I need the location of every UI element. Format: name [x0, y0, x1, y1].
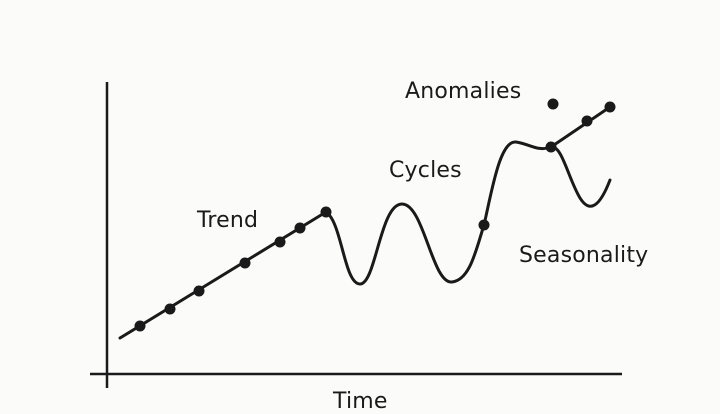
cycles-label: Cycles [389, 158, 462, 183]
trend-point [134, 320, 146, 332]
anomalies-label: Anomalies [405, 79, 522, 104]
x-axis-label: Time [333, 389, 388, 414]
trend-point [164, 303, 176, 315]
time-series-components-diagram: Anomalies Cycles Trend Seasonality Time [90, 79, 649, 414]
trend-point [193, 285, 205, 297]
trend-point [294, 222, 306, 234]
trend-point [274, 236, 286, 248]
trend-label: Trend [197, 208, 259, 233]
seasonality-wave [482, 140, 612, 227]
upper-trend-point [604, 101, 616, 113]
trend-point [320, 206, 332, 218]
trend-line [118, 210, 328, 340]
diagram-svg [90, 82, 622, 388]
upper-trend-point [581, 115, 593, 127]
cycles-wave [324, 202, 486, 286]
anomaly-point [547, 98, 559, 110]
upper-trend-line [549, 105, 612, 149]
cycle-point [478, 219, 490, 231]
seasonality-point [545, 141, 557, 153]
trend-point [239, 257, 251, 269]
seasonality-label: Seasonality [519, 243, 649, 268]
